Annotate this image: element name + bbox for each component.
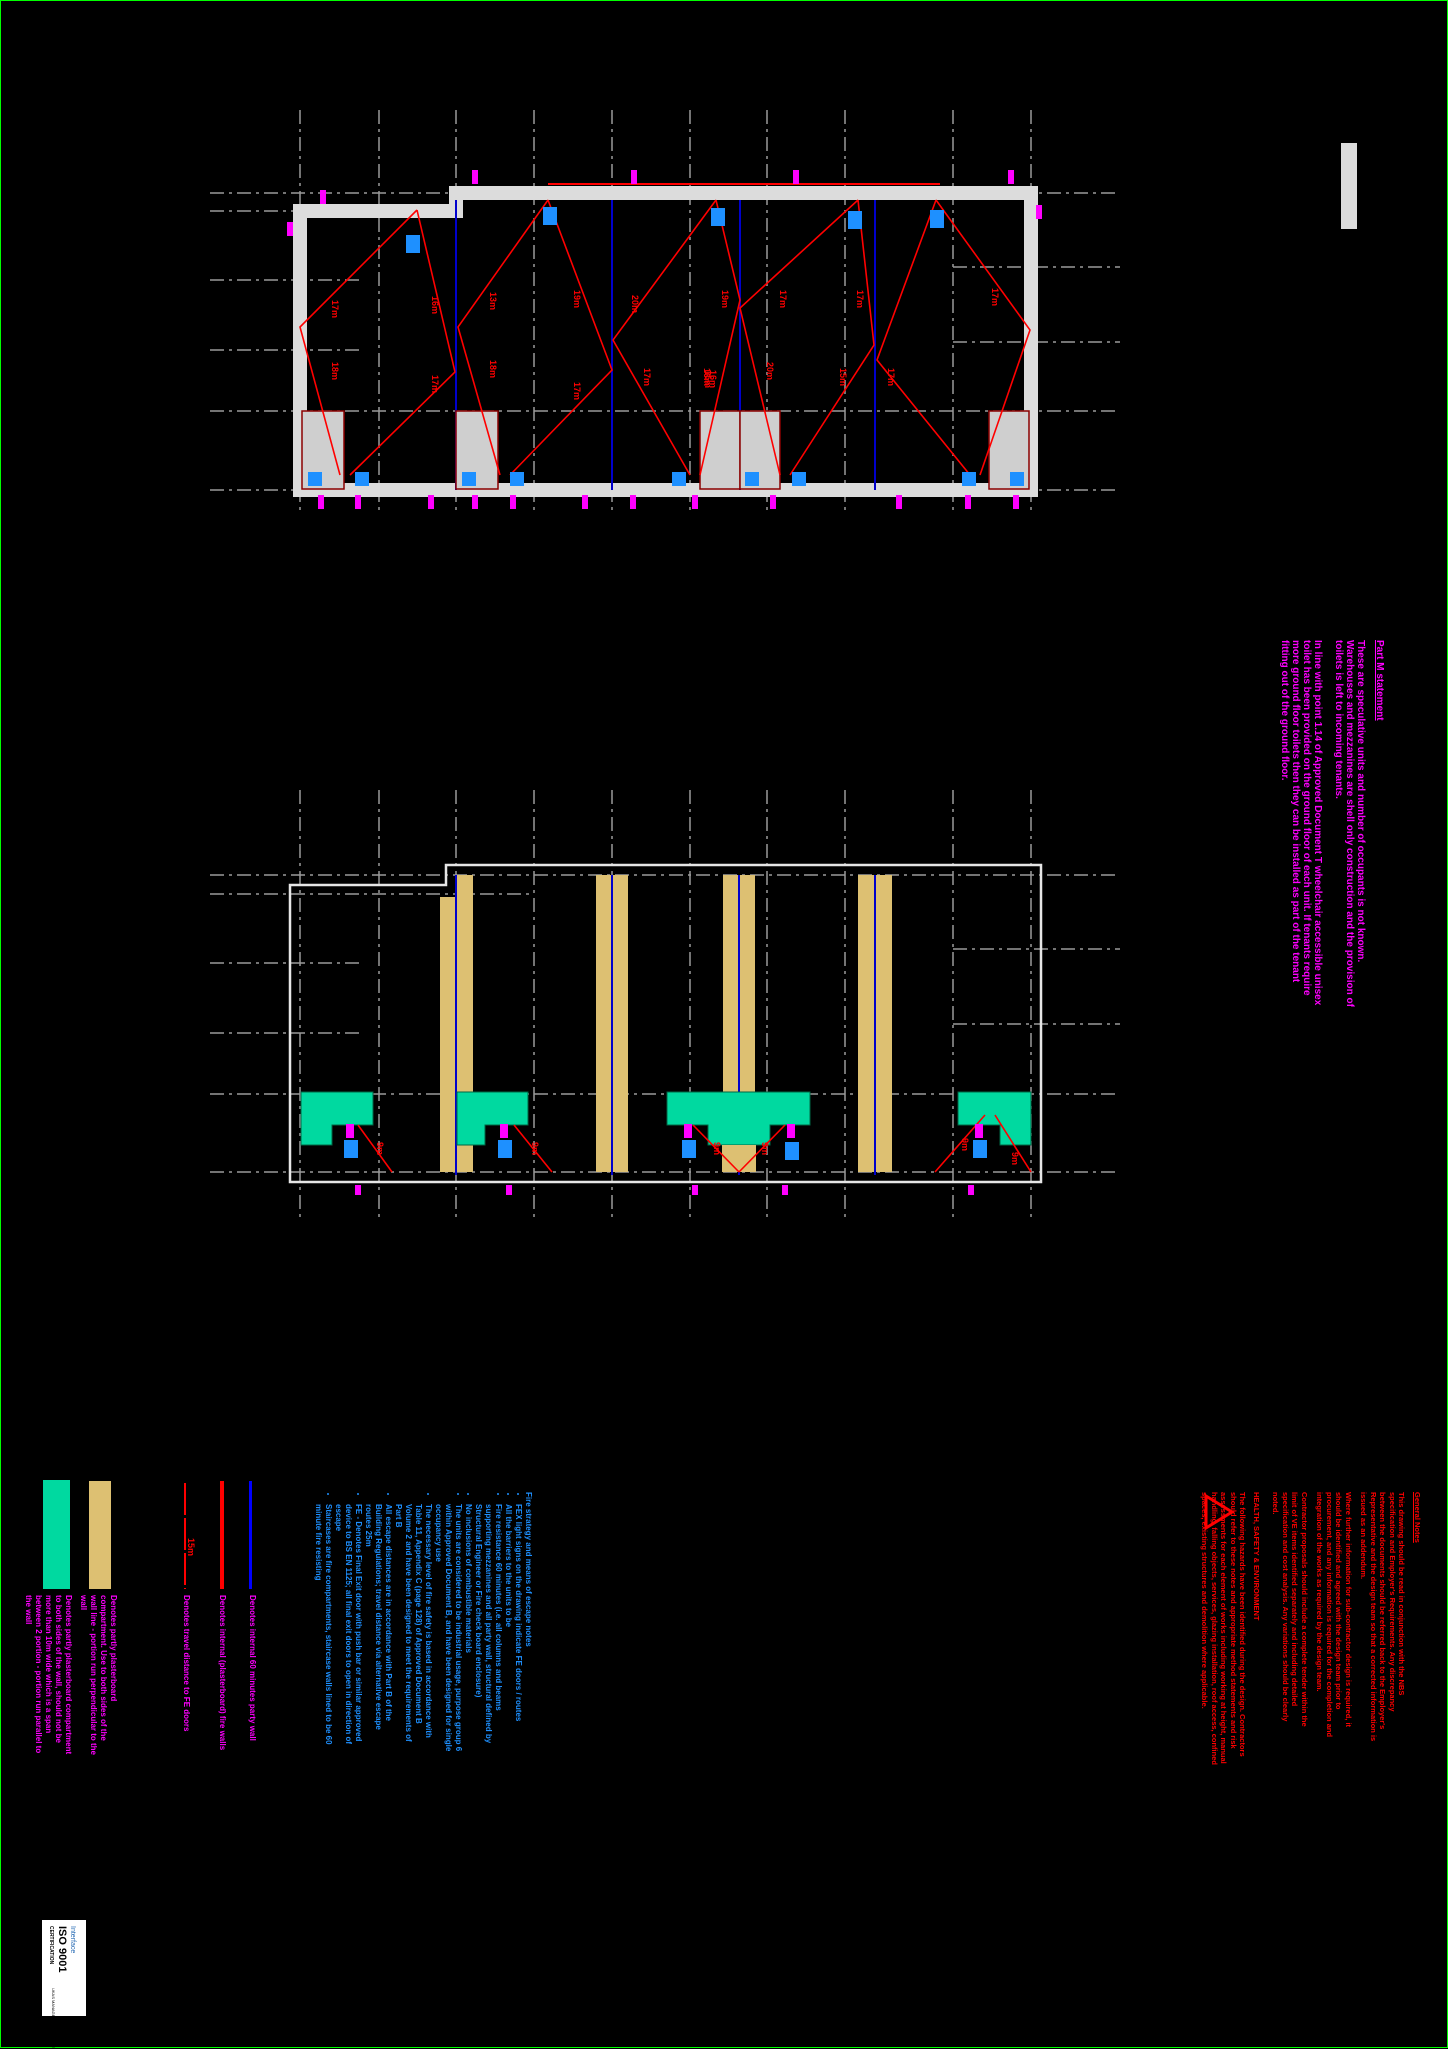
legend-label-green: Denotes partly plasterboard compartment … <box>24 1595 73 1755</box>
legend-travel-tag: 15m <box>186 1538 196 1557</box>
legend-label-travel: Denotes travel distance to FE doors <box>182 1595 191 1732</box>
legend-swatch-travel <box>184 1483 186 1589</box>
distance-label: 9m <box>960 1138 970 1152</box>
legend-swatch-tan <box>89 1481 111 1589</box>
general-notes-heading: General Notes <box>1413 1492 1422 1543</box>
distance-label: 9m <box>760 1142 770 1156</box>
general-note-1: This drawing should be read in conjuncti… <box>1359 1492 1407 1742</box>
part-m-paragraph-2: In line with point 1.14 of Approved Docu… <box>1279 640 1323 1006</box>
fire-note-item: Staircases are fire compartments, stairc… <box>313 1504 333 1754</box>
iso-certification-badge: Interface ISO 9001 CERTIFICATION UKAS MA… <box>42 1920 86 2049</box>
fire-note-item: FEX light signs on the drawing indicate … <box>513 1504 523 1754</box>
hs-heading: HEALTH, SAFETY & ENVIRONMENT <box>1252 1492 1261 1621</box>
fire-note-item: FE - Denotes Final Exit door with push b… <box>333 1504 363 1754</box>
ukas-mark: UKAS MANAGEMENT SYSTEMS <box>51 1988 56 2049</box>
iso-subtitle: CERTIFICATION <box>48 1926 54 1965</box>
legend-swatch-green <box>43 1480 70 1589</box>
iso-brand: Interface <box>69 1926 76 1954</box>
upper-floor-plan <box>210 110 1120 510</box>
legend-swatch-party-wall <box>249 1481 252 1589</box>
legend-label-party-wall: Denotes internal 60 minutes party wall <box>248 1595 257 1741</box>
fire-note-item: The units are considered to be industria… <box>433 1504 463 1754</box>
general-note-3: Contractor proposals should include a co… <box>1271 1492 1310 1727</box>
fire-notes-heading: Fire strategy and means of escape notes <box>524 1492 533 1647</box>
lower-floor-plan <box>210 790 1120 1220</box>
fire-strategy-notes: Fire strategy and means of escape notes … <box>313 1492 533 1754</box>
legend-label-fire-wall: Denotes internal (plasterboard) fire wal… <box>218 1595 227 1751</box>
distance-label: 9m <box>712 1142 722 1156</box>
distance-label: 9m <box>375 1142 385 1156</box>
general-note-2: Where further information for sub-contra… <box>1315 1492 1354 1738</box>
distance-label: 9m <box>1010 1152 1020 1166</box>
fire-note-item: Fire resistance 60 minutes (i.e. all col… <box>473 1504 503 1754</box>
general-notes: General Notes This drawing should be rea… <box>1200 1492 1423 1772</box>
legend-swatch-fire-wall <box>220 1481 224 1589</box>
scale-bar-block <box>1341 143 1357 229</box>
hs-text: The following hazards have been identifi… <box>1200 1492 1248 1765</box>
part-m-paragraph-1: These are speculative units and number o… <box>1333 640 1366 1007</box>
part-m-statement: Part M statement These are speculative u… <box>1279 640 1385 1010</box>
part-m-heading: Part M statement <box>1374 640 1385 721</box>
fire-note-item: The necessary level of fire safety is ba… <box>393 1504 433 1754</box>
iso-standard: ISO 9001 <box>56 1926 68 1973</box>
distance-label: 9m <box>530 1142 540 1156</box>
legend-label-tan: Denotes partly plasterboard compartment.… <box>79 1595 118 1756</box>
fire-note-item: All the barriers to the units to be <box>503 1504 513 1754</box>
fire-note-item: All escape distances are in accordance w… <box>363 1504 393 1754</box>
fire-note-item: No inclusions of combustible materials <box>463 1504 473 1754</box>
